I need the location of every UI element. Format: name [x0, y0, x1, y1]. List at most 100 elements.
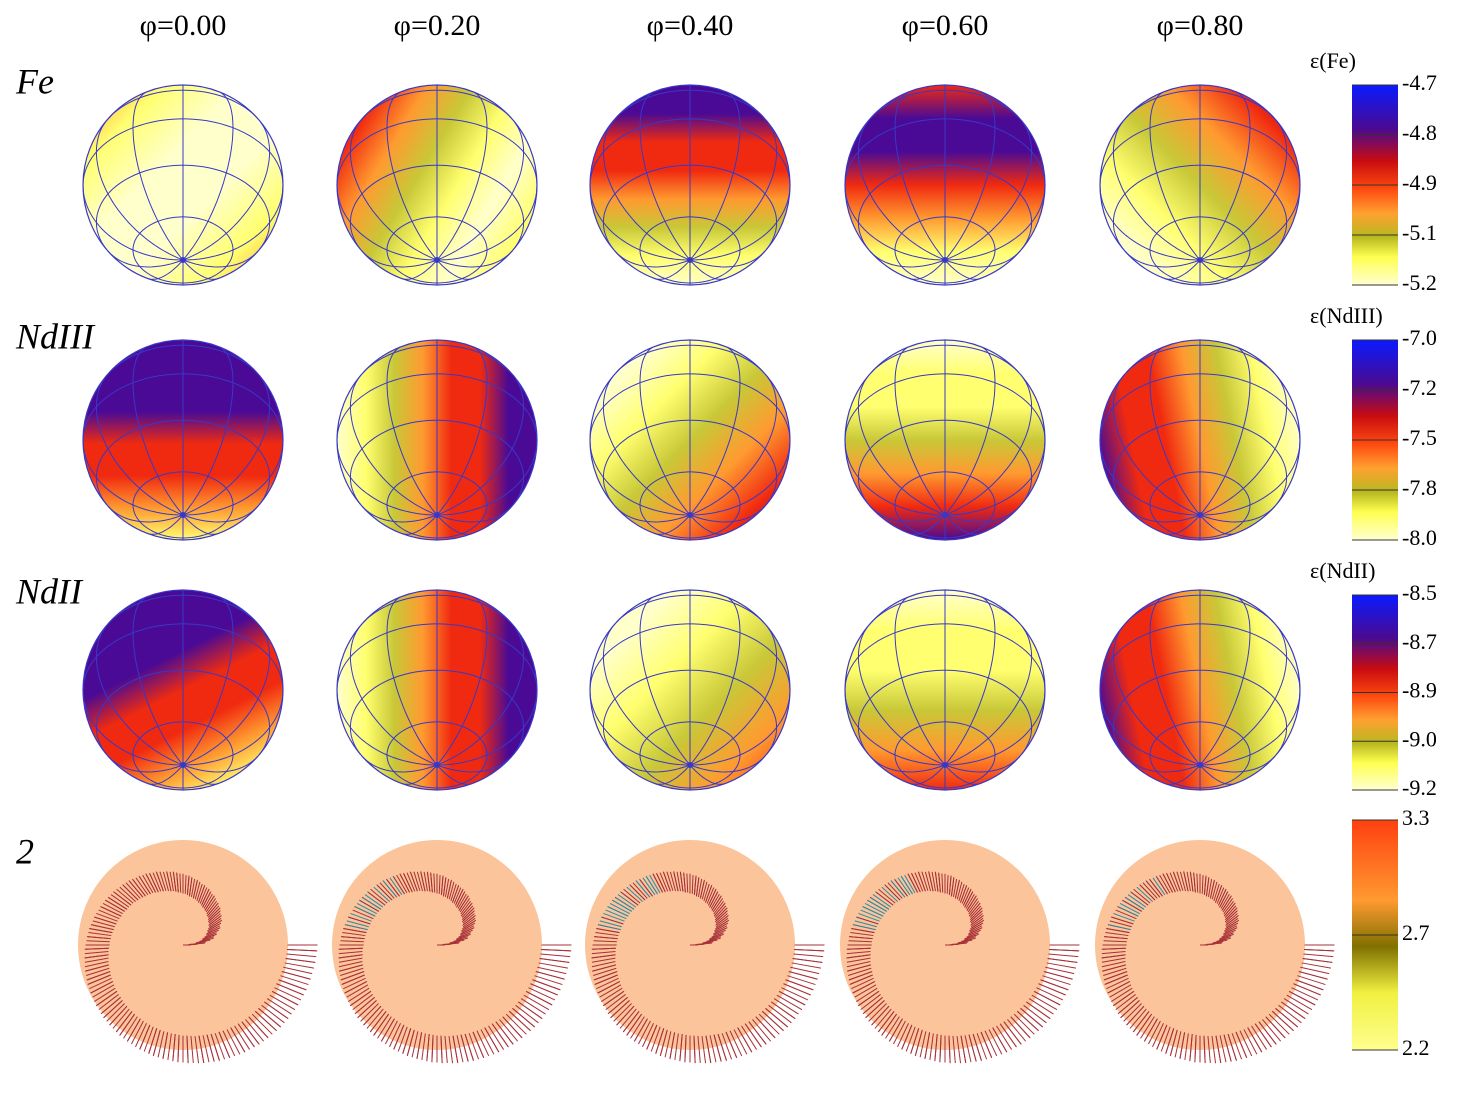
vector	[186, 876, 190, 896]
grid-line	[944, 259, 981, 280]
vector	[88, 932, 112, 937]
vector	[594, 971, 618, 981]
vector	[179, 873, 182, 893]
grid-line	[1199, 376, 1288, 516]
vector	[1126, 1005, 1145, 1026]
vector	[673, 872, 679, 892]
vector	[208, 920, 221, 930]
vector	[360, 1003, 379, 1022]
vector	[725, 1031, 738, 1058]
vector	[848, 967, 872, 976]
vector	[1215, 1035, 1222, 1063]
vector	[854, 920, 877, 928]
pole	[180, 512, 186, 518]
surface-map	[82, 339, 284, 541]
vector	[1224, 923, 1237, 932]
grid-line	[689, 184, 791, 261]
vector	[442, 878, 447, 897]
vector	[204, 896, 215, 911]
vector	[846, 951, 871, 955]
grid-line	[944, 764, 981, 785]
vector	[1231, 1033, 1243, 1060]
vector	[430, 873, 433, 893]
vector	[605, 994, 626, 1011]
grid-line	[1199, 346, 1251, 516]
row-label: 2	[16, 831, 34, 871]
grid-line	[766, 477, 778, 505]
tick-label: -8.9	[1402, 678, 1437, 703]
vector	[1225, 920, 1238, 930]
grid-line	[336, 689, 438, 766]
vector	[629, 884, 646, 901]
vector	[491, 1023, 509, 1047]
grid-line	[857, 669, 1033, 755]
vector	[1102, 954, 1126, 959]
grid-line	[95, 669, 271, 755]
vector	[1010, 1016, 1031, 1038]
vector	[237, 1023, 255, 1047]
vector	[169, 871, 174, 892]
vector	[456, 892, 465, 908]
vector	[686, 873, 689, 893]
phase-label: φ=0.00	[140, 9, 227, 42]
vector	[706, 887, 715, 904]
vector	[1283, 998, 1309, 1015]
pole	[434, 512, 440, 518]
vector	[373, 1013, 390, 1036]
grid-line	[602, 419, 778, 505]
vector	[1183, 872, 1189, 892]
vector	[864, 902, 886, 915]
grid-line	[349, 121, 438, 261]
vector	[889, 1018, 903, 1042]
vector	[200, 889, 210, 906]
vector	[642, 1023, 654, 1048]
vector	[370, 888, 388, 904]
vector	[1179, 871, 1187, 892]
vector	[1169, 1029, 1178, 1056]
grid-line	[95, 376, 184, 516]
vector	[1212, 941, 1223, 944]
vector	[460, 900, 471, 915]
vector	[891, 880, 906, 898]
vector	[343, 928, 367, 934]
vector	[85, 947, 109, 950]
vector	[676, 871, 681, 892]
vector	[1105, 974, 1128, 985]
grid-line	[1199, 184, 1301, 261]
vector	[172, 1033, 176, 1061]
vector	[89, 977, 112, 990]
vector	[650, 1026, 661, 1052]
vector	[94, 916, 117, 925]
vector	[713, 929, 726, 936]
vector	[112, 1008, 130, 1029]
vector	[103, 1000, 123, 1018]
vector	[283, 966, 313, 975]
vector	[350, 990, 372, 1006]
vector	[729, 1030, 743, 1057]
vector	[1028, 998, 1054, 1015]
grid-line	[336, 184, 438, 261]
grid-line	[349, 164, 525, 250]
vector	[620, 891, 639, 906]
vector	[1220, 893, 1230, 909]
grid-line	[909, 514, 946, 535]
vector	[907, 874, 919, 893]
vector	[443, 943, 454, 945]
grid-line	[857, 121, 946, 261]
vector	[210, 1033, 220, 1061]
vector	[245, 1019, 265, 1042]
vector	[393, 1024, 405, 1050]
vector	[206, 1034, 215, 1062]
vector	[156, 872, 164, 892]
grid-line	[436, 505, 513, 523]
vector	[440, 876, 444, 896]
vector	[248, 1016, 269, 1038]
vector	[1303, 953, 1334, 958]
vector	[1169, 872, 1179, 892]
vector	[406, 872, 416, 892]
grid-line	[436, 376, 525, 516]
vector	[367, 891, 386, 906]
vector	[790, 966, 820, 975]
grid-line	[513, 222, 525, 250]
vector	[1111, 916, 1134, 925]
